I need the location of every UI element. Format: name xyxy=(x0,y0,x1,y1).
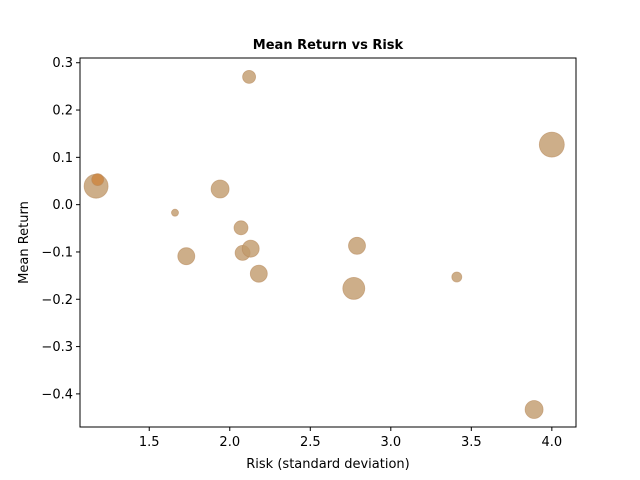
data-point-13 xyxy=(451,271,463,283)
y-tick-label: 0.0 xyxy=(52,198,73,213)
x-tick-label: 4.0 xyxy=(542,435,563,450)
y-tick-label: 0.3 xyxy=(52,56,73,71)
points-layer xyxy=(83,70,565,419)
chart-title: Mean Return vs Risk xyxy=(253,38,404,53)
x-axis: 1.5 2.0 2.5 3.0 3.5 4.0 xyxy=(139,427,562,450)
y-axis-label: Mean Return xyxy=(17,201,32,284)
y-tick-label: 0.1 xyxy=(52,151,73,166)
x-tick-label: 2.0 xyxy=(219,435,240,450)
data-point-4 xyxy=(177,247,196,266)
y-axis: −0.4 −0.3 −0.2 −0.1 0.0 0.1 0.2 0.3 xyxy=(41,56,80,402)
data-point-8 xyxy=(242,70,257,84)
data-point-6 xyxy=(233,220,249,236)
x-axis-label: Risk (standard deviation) xyxy=(246,457,409,472)
x-tick-label: 3.0 xyxy=(380,435,401,450)
data-point-12 xyxy=(348,236,366,255)
data-point-10 xyxy=(249,264,268,283)
data-point-9 xyxy=(241,239,260,258)
x-tick-label: 3.5 xyxy=(461,435,482,450)
y-tick-label: 0.2 xyxy=(52,104,73,119)
data-point-15 xyxy=(538,131,565,158)
data-point-14 xyxy=(524,400,544,419)
y-tick-label: −0.4 xyxy=(41,387,73,402)
y-tick-label: −0.3 xyxy=(41,340,73,355)
data-point-11 xyxy=(342,276,366,300)
y-tick-label: −0.1 xyxy=(41,245,73,260)
y-tick-label: −0.2 xyxy=(41,293,73,308)
data-point-2 xyxy=(91,173,105,187)
x-tick-label: 1.5 xyxy=(139,435,160,450)
x-tick-label: 2.5 xyxy=(300,435,321,450)
data-point-3 xyxy=(171,208,179,217)
data-point-5 xyxy=(210,179,230,199)
plot-frame xyxy=(79,57,577,428)
